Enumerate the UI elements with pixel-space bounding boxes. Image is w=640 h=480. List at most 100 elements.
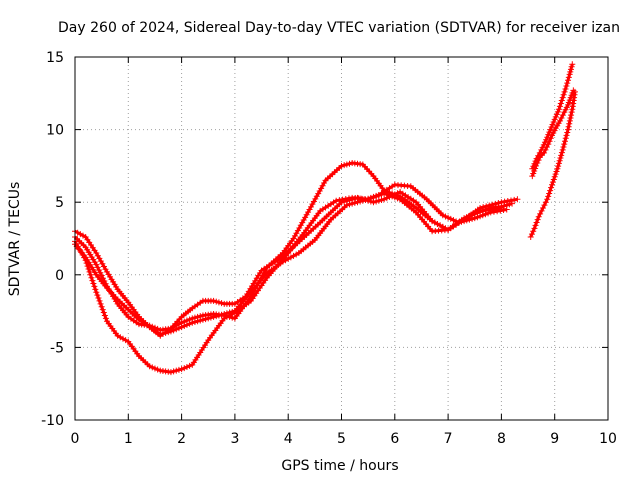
data-point — [149, 364, 156, 371]
data-point — [477, 213, 484, 220]
data-point — [343, 161, 350, 168]
data-point — [529, 165, 536, 172]
data-point — [181, 322, 188, 329]
data-point — [210, 313, 217, 320]
data-point — [560, 91, 567, 98]
data-point — [74, 229, 81, 236]
data-point — [540, 141, 547, 148]
data-point — [98, 272, 105, 279]
data-point — [183, 364, 190, 371]
data-point — [85, 265, 92, 272]
data-point — [93, 289, 100, 296]
data-point — [541, 139, 548, 146]
data-point — [546, 190, 553, 197]
data-point — [552, 171, 559, 178]
data-point — [362, 196, 369, 203]
data-point — [370, 193, 377, 200]
data-point — [487, 209, 494, 216]
data-point — [490, 208, 497, 215]
data-point — [349, 200, 356, 207]
data-point — [199, 316, 206, 323]
data-point — [394, 192, 401, 199]
data-point — [365, 195, 372, 202]
x-axis-label: GPS time / hours — [281, 458, 398, 474]
data-point — [343, 202, 350, 209]
data-point — [178, 366, 185, 373]
data-point — [375, 197, 382, 204]
data-point — [503, 206, 510, 213]
data-point — [549, 181, 556, 188]
data-point — [296, 224, 303, 231]
data-point — [563, 83, 570, 90]
data-point — [319, 182, 326, 189]
data-point — [95, 295, 102, 302]
data-point — [568, 109, 575, 116]
data-point — [175, 366, 182, 373]
data-point — [215, 312, 222, 319]
data-point — [504, 198, 511, 205]
data-point — [94, 264, 101, 271]
data-point — [562, 135, 569, 142]
data-point — [229, 308, 236, 315]
data-point — [469, 215, 476, 222]
data-point — [442, 213, 449, 220]
data-point — [564, 80, 571, 87]
data-point — [563, 132, 570, 139]
data-point — [333, 197, 340, 204]
data-point — [566, 120, 573, 127]
data-point — [539, 205, 546, 212]
data-point — [566, 71, 573, 78]
data-point — [282, 257, 289, 264]
data-point — [528, 231, 535, 238]
data-point — [114, 332, 121, 339]
data-point — [445, 214, 452, 221]
y-tick-label: 5 — [55, 195, 64, 211]
data-point — [165, 329, 172, 336]
data-point — [466, 216, 473, 223]
x-tick-label: 6 — [390, 431, 399, 447]
data-point — [189, 319, 196, 326]
data-point — [566, 117, 573, 124]
data-point — [567, 68, 574, 75]
y-tick-label: -10 — [41, 413, 64, 429]
data-point — [555, 163, 562, 170]
data-point — [482, 211, 489, 218]
data-point — [551, 173, 558, 180]
data-point — [569, 61, 576, 68]
data-point — [531, 225, 538, 232]
data-point — [338, 162, 345, 169]
data-point — [316, 187, 323, 194]
x-tick-label: 0 — [71, 431, 80, 447]
data-point — [162, 329, 169, 336]
data-point — [321, 180, 328, 187]
data-point — [437, 222, 444, 229]
data-point — [99, 306, 106, 313]
data-point — [567, 114, 574, 121]
data-point — [514, 196, 521, 203]
data-point — [294, 227, 301, 234]
data-point — [310, 198, 317, 205]
data-point — [561, 88, 568, 95]
data-point — [494, 208, 501, 215]
data-point — [151, 365, 158, 372]
data-point — [565, 123, 572, 130]
data-point — [550, 118, 557, 125]
data-point — [373, 198, 380, 205]
data-point — [357, 198, 364, 205]
data-point — [389, 190, 396, 197]
data-point — [495, 200, 502, 207]
data-point — [511, 196, 518, 203]
data-point — [92, 286, 99, 293]
data-point — [474, 209, 481, 216]
data-point — [546, 129, 553, 136]
data-point — [532, 158, 539, 165]
x-tick-label: 5 — [337, 431, 346, 447]
data-point — [79, 232, 86, 239]
data-point — [287, 254, 294, 261]
data-point — [95, 267, 102, 274]
data-point — [167, 369, 174, 376]
data-point — [341, 162, 348, 169]
data-point — [223, 310, 230, 317]
data-point — [455, 219, 462, 226]
series-track-7 — [527, 88, 578, 241]
